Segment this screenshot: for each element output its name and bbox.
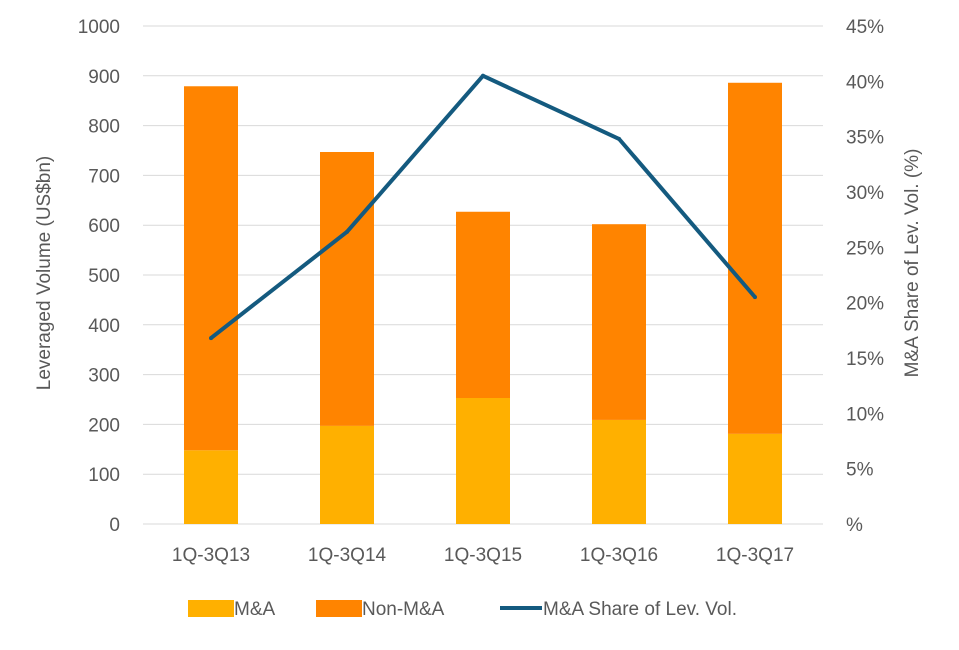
right-tick-label: 45% bbox=[846, 17, 884, 38]
right-tick-label: 5% bbox=[846, 460, 874, 481]
left-tick-label: 0 bbox=[109, 515, 120, 536]
line-point bbox=[345, 229, 349, 234]
left-axis-ticks: 0 100 200 300 400 500 600 700 800 900 1000 bbox=[78, 17, 120, 536]
left-axis-title: Leveraged Volume (US$bn) bbox=[34, 156, 55, 390]
legend: M&A Non-M&A M&A Share of Lev. Vol. bbox=[188, 599, 737, 620]
x-tick-label: 1Q-3Q15 bbox=[444, 545, 522, 566]
right-axis-ticks: % 5% 10% 15% 20% 25% 30% 35% 40% 45% bbox=[846, 17, 884, 536]
left-tick-label: 800 bbox=[88, 117, 120, 138]
right-tick-label: 30% bbox=[846, 183, 884, 204]
right-tick-label: 25% bbox=[846, 238, 884, 259]
share-line bbox=[209, 73, 757, 341]
x-tick-label: 1Q-3Q17 bbox=[716, 545, 794, 566]
bar-m-a bbox=[320, 425, 374, 524]
left-tick-label: 100 bbox=[88, 465, 120, 486]
bar-non-m-a bbox=[184, 86, 238, 451]
x-tick-label: 1Q-3Q13 bbox=[172, 545, 250, 566]
line-point bbox=[753, 295, 757, 300]
line-point bbox=[617, 136, 621, 141]
legend-swatch-ma bbox=[188, 600, 234, 617]
right-tick-label: 20% bbox=[846, 294, 884, 315]
x-tick-label: 1Q-3Q16 bbox=[580, 545, 658, 566]
right-tick-label: 40% bbox=[846, 72, 884, 93]
bar-m-a bbox=[184, 450, 238, 524]
right-tick-label: 35% bbox=[846, 128, 884, 149]
left-tick-label: 600 bbox=[88, 216, 120, 237]
left-tick-label: 400 bbox=[88, 316, 120, 337]
right-axis-title: M&A Share of Lev. Vol. (%) bbox=[902, 149, 923, 378]
legend-label-share: M&A Share of Lev. Vol. bbox=[543, 599, 737, 620]
left-tick-label: 200 bbox=[88, 415, 120, 436]
legend-label-non-ma: Non-M&A bbox=[362, 599, 445, 620]
right-tick-label: % bbox=[846, 515, 863, 536]
left-tick-label: 1000 bbox=[78, 17, 120, 38]
legend-label-ma: M&A bbox=[234, 599, 276, 620]
bar-m-a bbox=[728, 433, 782, 524]
right-tick-label: 10% bbox=[846, 404, 884, 425]
bar-non-m-a bbox=[728, 82, 782, 434]
x-tick-label: 1Q-3Q14 bbox=[308, 545, 387, 566]
x-axis-ticks: 1Q-3Q13 1Q-3Q14 1Q-3Q15 1Q-3Q16 1Q-3Q17 bbox=[172, 545, 794, 566]
left-tick-label: 700 bbox=[88, 166, 120, 187]
bar-m-a bbox=[592, 419, 646, 524]
left-tick-label: 500 bbox=[88, 266, 120, 287]
bar-m-a bbox=[456, 398, 510, 524]
left-tick-label: 300 bbox=[88, 366, 120, 387]
line-point bbox=[481, 73, 485, 78]
legend-swatch-non-ma bbox=[316, 600, 362, 617]
left-tick-label: 900 bbox=[88, 67, 120, 88]
bar-non-m-a bbox=[456, 211, 510, 399]
bar-non-m-a bbox=[320, 151, 374, 426]
line-point bbox=[209, 336, 213, 341]
right-tick-label: 15% bbox=[846, 349, 884, 370]
bar-non-m-a bbox=[592, 224, 646, 420]
bars bbox=[184, 82, 782, 524]
